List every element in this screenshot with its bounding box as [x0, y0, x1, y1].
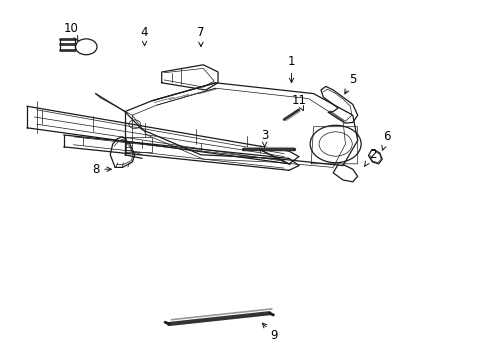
Text: 9: 9	[262, 323, 278, 342]
Text: 11: 11	[292, 94, 306, 111]
Text: 4: 4	[141, 26, 148, 46]
Text: 1: 1	[288, 55, 295, 82]
Text: 7: 7	[197, 26, 205, 46]
Text: 2: 2	[365, 148, 376, 166]
Text: 3: 3	[261, 129, 269, 147]
Text: 10: 10	[64, 22, 78, 41]
Text: 6: 6	[382, 130, 391, 150]
Text: 5: 5	[345, 73, 357, 94]
Text: 8: 8	[92, 163, 111, 176]
